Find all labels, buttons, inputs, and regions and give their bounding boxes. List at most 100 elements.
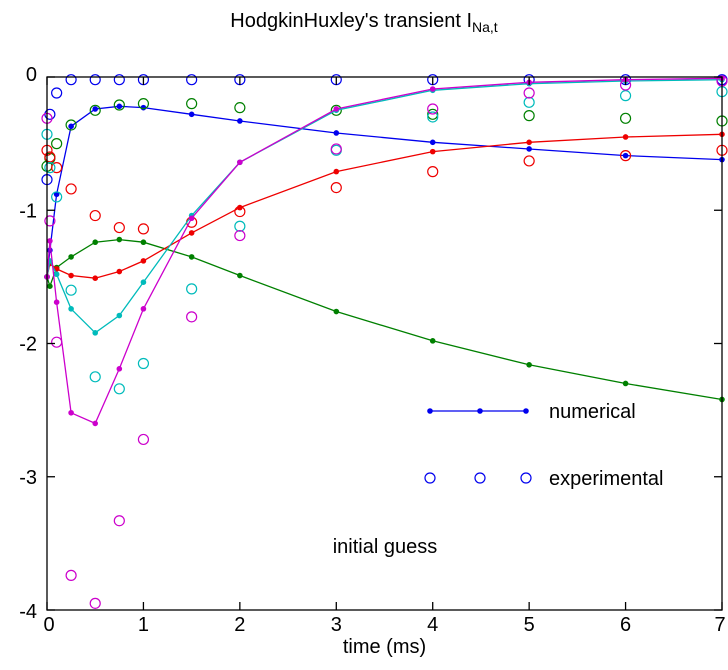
numerical-point: [623, 134, 629, 140]
numerical-point: [92, 275, 98, 281]
x-tick-label: 1: [138, 614, 149, 636]
experimental-point: [52, 88, 62, 98]
numerical-line-1: [47, 240, 722, 400]
experimental-point: [52, 337, 62, 347]
numerical-point: [526, 146, 532, 152]
experimental-point: [187, 312, 197, 322]
numerical-point: [117, 237, 123, 243]
numerical-point: [333, 309, 339, 315]
numerical-point: [117, 269, 123, 275]
experimental-point: [187, 284, 197, 294]
numerical-point: [68, 410, 74, 416]
numerical-point: [141, 239, 147, 245]
numerical-point: [117, 313, 123, 319]
experimental-point: [114, 75, 124, 85]
numerical-point: [47, 238, 53, 244]
experimental-point: [331, 183, 341, 193]
numerical-point: [430, 86, 436, 92]
experimental-point: [235, 231, 245, 241]
numerical-point: [189, 230, 195, 236]
numerical-point: [526, 362, 532, 368]
experimental-point: [90, 598, 100, 608]
y-tick-label: -1: [19, 200, 37, 222]
numerical-point: [92, 239, 98, 245]
numerical-point: [117, 104, 123, 110]
experimental-point: [66, 570, 76, 580]
legend: numerical experimental: [425, 401, 664, 490]
numerical-point: [430, 338, 436, 344]
x-tick-label: 2: [234, 614, 245, 636]
numerical-point: [623, 153, 629, 159]
x-tick-label: 5: [524, 614, 535, 636]
experimental-point: [114, 516, 124, 526]
numerical-point: [54, 299, 60, 305]
numerical-point: [526, 139, 532, 145]
experimental-point: [524, 97, 534, 107]
numerical-point: [333, 130, 339, 136]
x-tick-label: 4: [427, 614, 438, 636]
numerical-point: [68, 306, 74, 312]
experimental-point: [524, 111, 534, 121]
legend-experimental-marker: [475, 473, 485, 483]
experimental-point: [138, 434, 148, 444]
numerical-point: [623, 381, 629, 387]
experimental-point: [90, 211, 100, 221]
experimental-point: [138, 358, 148, 368]
numerical-point: [47, 283, 53, 289]
numerical-point: [141, 258, 147, 264]
experimental-point: [90, 372, 100, 382]
experimental-point: [66, 75, 76, 85]
legend-numerical-marker: [427, 408, 433, 414]
experimental-point: [621, 91, 631, 101]
experimental-point: [138, 224, 148, 234]
numerical-point: [189, 215, 195, 221]
experimental-point: [66, 184, 76, 194]
y-tick-label: -3: [19, 467, 37, 489]
numerical-point: [68, 124, 74, 130]
numerical-line-0: [47, 106, 722, 277]
x-axis-label: time (ms): [343, 636, 426, 658]
numerical-point: [189, 112, 195, 118]
numerical-point: [189, 254, 195, 260]
experimental-point: [52, 139, 62, 149]
numerical-point: [237, 118, 243, 124]
numerical-point: [430, 139, 436, 145]
experimental-point: [235, 221, 245, 231]
numerical-point: [333, 169, 339, 175]
numerical-point: [141, 306, 147, 312]
x-tick-label: 0: [43, 614, 54, 636]
numerical-point: [92, 421, 98, 427]
numerical-point: [117, 366, 123, 372]
y-tick-label: 0: [26, 64, 37, 86]
numerical-point: [141, 279, 147, 285]
experimental-point: [621, 113, 631, 123]
legend-experimental-marker: [521, 473, 531, 483]
legend-numerical-label: numerical: [549, 401, 636, 423]
numerical-point: [333, 106, 339, 112]
experimental-point: [66, 285, 76, 295]
legend-numerical-marker: [523, 408, 529, 414]
x-tick-label: 3: [331, 614, 342, 636]
numerical-line-4: [47, 78, 722, 423]
x-tick-label: 7: [714, 614, 725, 636]
legend-numerical-marker: [477, 408, 483, 414]
experimental-point: [114, 223, 124, 233]
x-tick-label: 6: [620, 614, 631, 636]
numerical-point: [430, 149, 436, 155]
numerical-point: [54, 271, 60, 277]
y-tick-label: -4: [19, 601, 37, 623]
experimental-point: [524, 156, 534, 166]
chart-marks: [42, 75, 727, 609]
annotation-initial-guess: initial guess: [333, 536, 438, 558]
experimental-point: [187, 75, 197, 85]
experimental-point: [187, 99, 197, 109]
experimental-point: [90, 75, 100, 85]
numerical-point: [68, 254, 74, 260]
numerical-point: [92, 330, 98, 336]
experimental-point: [524, 88, 534, 98]
legend-experimental-marker: [425, 473, 435, 483]
numerical-point: [237, 159, 243, 165]
numerical-point: [68, 273, 74, 279]
experimental-point: [428, 167, 438, 177]
